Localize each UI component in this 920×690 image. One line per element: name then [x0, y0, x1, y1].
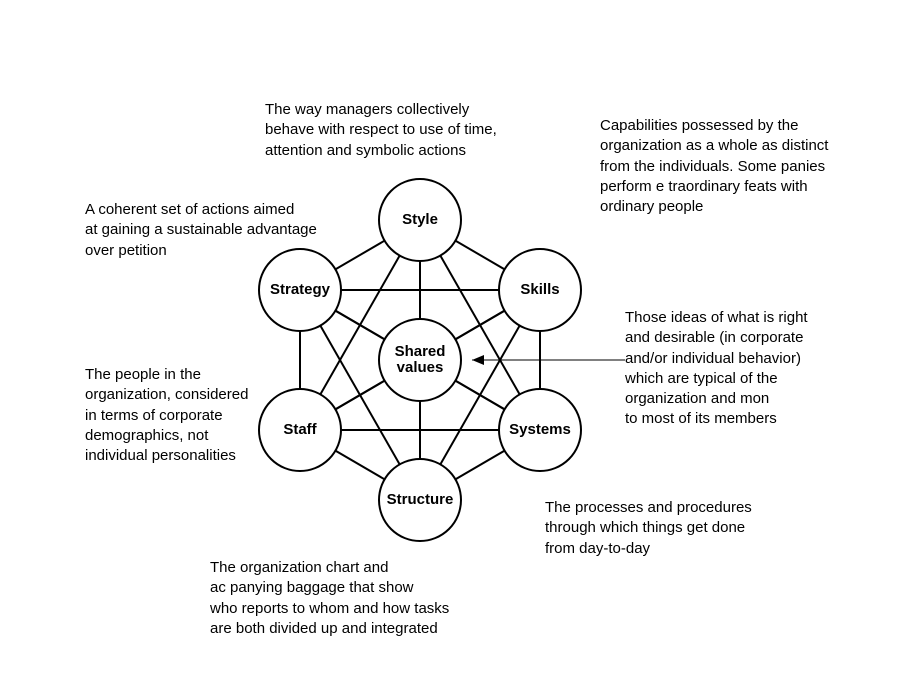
node-style: Style [378, 178, 462, 262]
node-label-skills: Skills [500, 282, 580, 299]
description-skills: Capabilities possessed by the organizati… [600, 116, 900, 217]
description-systems: The processes and procedures through whi… [545, 498, 825, 559]
node-shared: Shared values [378, 318, 462, 402]
node-label-strategy: Strategy [260, 282, 340, 299]
description-shared: Those ideas of what is right and desirab… [625, 308, 885, 430]
arrow-head-shared-values [472, 355, 484, 365]
description-structure: The organization chart and ac panying ba… [210, 558, 520, 639]
node-label-shared: Shared values [380, 344, 460, 377]
node-label-structure: Structure [380, 492, 460, 509]
node-label-systems: Systems [500, 422, 580, 439]
description-staff: The people in the organization, consider… [85, 365, 295, 466]
diagram-canvas: StyleStrategySkillsShared valuesStaffSys… [0, 0, 920, 690]
node-structure: Structure [378, 458, 462, 542]
node-systems: Systems [498, 388, 582, 472]
node-skills: Skills [498, 248, 582, 332]
description-strategy: A coherent set of actions aimed at gaini… [85, 200, 375, 261]
node-label-style: Style [380, 212, 460, 229]
description-style: The way managers collectively behave wit… [265, 100, 585, 161]
